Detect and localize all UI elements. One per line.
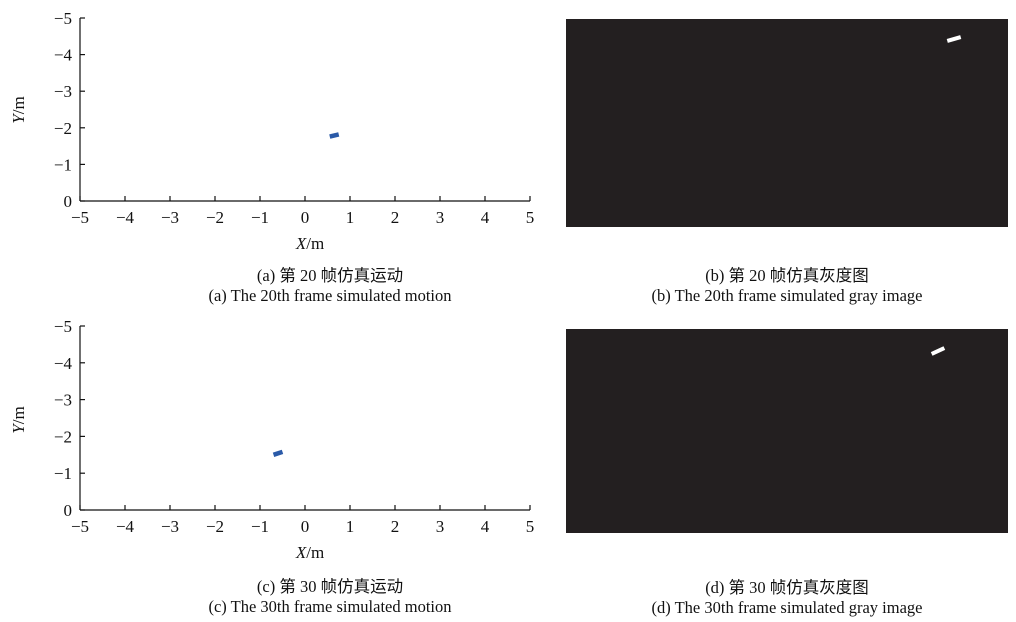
caption-a-cn: (a) 第 20 帧仿真运动 xyxy=(256,266,404,285)
gray-image-b-object xyxy=(946,35,962,43)
caption-d-en: (d) The 30th frame simulated gray image xyxy=(651,598,923,617)
x-tick-label: 2 xyxy=(391,517,400,536)
x-tick-label: 4 xyxy=(481,517,490,536)
y-tick-label: −1 xyxy=(54,155,72,174)
y-axis-label: Y/m xyxy=(9,406,28,433)
x-tick-label: 3 xyxy=(436,208,445,227)
caption-c-en: (c) The 30th frame simulated motion xyxy=(208,597,452,616)
x-axis-label: X/m xyxy=(295,543,324,562)
caption-d-cn: (d) 第 30 帧仿真灰度图 xyxy=(705,578,869,597)
gray-image-d xyxy=(566,329,1008,533)
caption-b-en: (b) The 20th frame simulated gray image xyxy=(651,286,923,305)
x-tick-label: −5 xyxy=(71,517,89,536)
y-tick-label: −1 xyxy=(54,464,72,483)
x-tick-label: −4 xyxy=(116,517,135,536)
y-tick-label: −3 xyxy=(54,391,72,410)
x-tick-label: 1 xyxy=(346,517,355,536)
x-tick-label: 5 xyxy=(526,517,535,536)
caption-d: (d) 第 30 帧仿真灰度图 (d) The 30th frame simul… xyxy=(607,578,967,618)
x-tick-label: −3 xyxy=(161,517,179,536)
x-tick-label: 0 xyxy=(301,517,310,536)
x-tick-label: 3 xyxy=(436,517,445,536)
gray-image-d-object xyxy=(930,346,946,356)
x-tick-label: −1 xyxy=(251,517,269,536)
y-tick-label: 0 xyxy=(64,192,73,211)
x-tick-label: −4 xyxy=(116,208,135,227)
scatter-plot-a: −5 −4 −3 −2 −1 0 1 2 3 4 5 0 −1 −2 −3 −4 −5 X/m Y/m xyxy=(9,9,535,253)
y-tick-label: −5 xyxy=(54,9,72,28)
scatter-plot-c: −5 −4 −3 −2 −1 0 1 2 3 4 5 0 −1 −2 −3 −4 −5 X/m Y/m xyxy=(9,317,535,562)
caption-c-cn: (c) 第 30 帧仿真运动 xyxy=(256,577,404,596)
x-tick-label: −3 xyxy=(161,208,179,227)
y-tick-label: −5 xyxy=(54,317,72,336)
x-tick-label: −1 xyxy=(251,208,269,227)
caption-a: (a) 第 20 帧仿真运动 (a) The 20th frame simula… xyxy=(150,266,510,306)
x-tick-label: 4 xyxy=(481,208,490,227)
y-tick-label: −2 xyxy=(54,427,72,446)
x-tick-label: 2 xyxy=(391,208,400,227)
caption-c: (c) 第 30 帧仿真运动 (c) The 30th frame simula… xyxy=(150,577,510,617)
caption-b-cn: (b) 第 20 帧仿真灰度图 xyxy=(705,266,869,285)
gray-image-b xyxy=(566,19,1008,227)
x-tick-label: 0 xyxy=(301,208,310,227)
x-tick-label: −5 xyxy=(71,208,89,227)
caption-b: (b) 第 20 帧仿真灰度图 (b) The 20th frame simul… xyxy=(607,266,967,306)
y-tick-label: −4 xyxy=(54,354,73,373)
x-tick-label: −2 xyxy=(206,517,224,536)
x-axis-label: X/m xyxy=(295,234,324,253)
y-tick-label: −4 xyxy=(54,46,73,65)
object-marker xyxy=(272,449,284,457)
y-tick-label: −3 xyxy=(54,82,72,101)
x-tick-label: −2 xyxy=(206,208,224,227)
x-tick-label: 5 xyxy=(526,208,535,227)
object-marker xyxy=(329,132,340,139)
y-tick-label: −2 xyxy=(54,119,72,138)
x-tick-label: 1 xyxy=(346,208,355,227)
caption-a-en: (a) The 20th frame simulated motion xyxy=(208,286,452,305)
y-tick-label: 0 xyxy=(64,501,73,520)
y-axis-label: Y/m xyxy=(9,96,28,123)
